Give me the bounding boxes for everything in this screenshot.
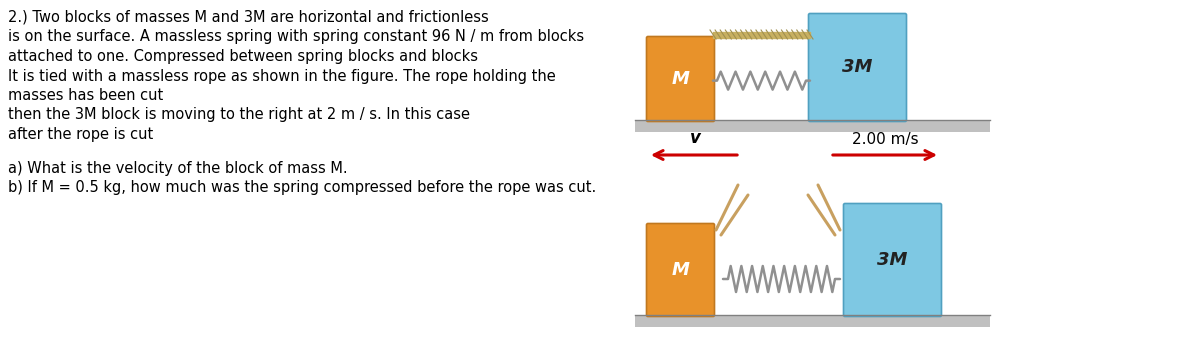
FancyBboxPatch shape (646, 223, 715, 316)
FancyBboxPatch shape (844, 204, 942, 316)
Text: then the 3M block is moving to the right at 2 m / s. In this case: then the 3M block is moving to the right… (8, 108, 470, 123)
Text: 2.) Two blocks of masses M and 3M are horizontal and frictionless: 2.) Two blocks of masses M and 3M are ho… (8, 10, 489, 25)
Text: 2.00 m/s: 2.00 m/s (852, 132, 918, 147)
Text: v: v (690, 129, 700, 147)
Text: masses has been cut: masses has been cut (8, 88, 164, 103)
Text: a) What is the velocity of the block of mass M.: a) What is the velocity of the block of … (8, 160, 348, 176)
Text: 3M: 3M (877, 251, 908, 269)
FancyBboxPatch shape (646, 36, 715, 122)
Text: It is tied with a massless rope as shown in the figure. The rope holding the: It is tied with a massless rope as shown… (8, 68, 556, 84)
Text: 3M: 3M (842, 59, 872, 76)
Text: is on the surface. A massless spring with spring constant 96 N / m from blocks: is on the surface. A massless spring wit… (8, 30, 584, 44)
Text: after the rope is cut: after the rope is cut (8, 127, 153, 142)
FancyBboxPatch shape (635, 315, 989, 327)
Text: M: M (672, 70, 690, 88)
FancyBboxPatch shape (635, 120, 989, 132)
Text: attached to one. Compressed between spring blocks and blocks: attached to one. Compressed between spri… (8, 49, 478, 64)
Text: M: M (672, 261, 690, 279)
FancyBboxPatch shape (809, 13, 907, 122)
Text: b) If M = 0.5 kg, how much was the spring compressed before the rope was cut.: b) If M = 0.5 kg, how much was the sprin… (8, 180, 596, 195)
